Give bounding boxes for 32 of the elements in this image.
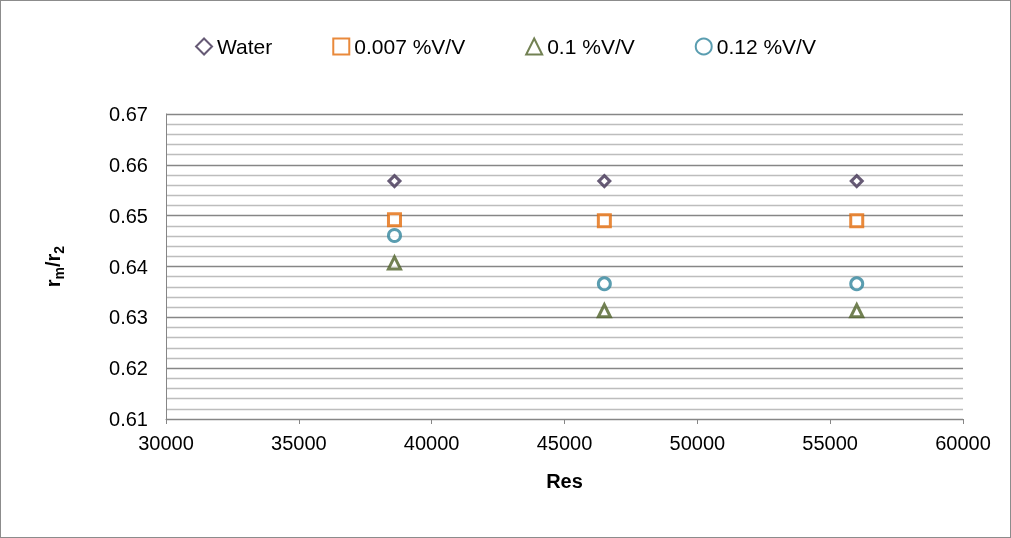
legend-label: Water <box>217 35 273 58</box>
point <box>387 174 402 189</box>
legend-label: 0.007 %V/V <box>354 35 466 58</box>
point <box>849 213 865 229</box>
point <box>386 255 402 271</box>
x-tick-label: 35000 <box>271 432 327 454</box>
y-tick-label: 0.67 <box>109 103 148 125</box>
y-tick-label: 0.66 <box>109 153 148 176</box>
x-tick-label: 50000 <box>669 432 726 454</box>
legend-label: 0.12 %V/V <box>716 35 816 58</box>
x-tick-label: 45000 <box>536 432 593 454</box>
point <box>849 303 865 319</box>
y-axis-title: rm/r2 <box>42 245 67 288</box>
point <box>597 174 612 189</box>
y-tick-label: 0.62 <box>109 357 148 380</box>
point <box>849 174 864 189</box>
y-tick-label: 0.64 <box>109 255 148 278</box>
point <box>596 213 612 229</box>
y-tick-label: 0.63 <box>109 306 148 329</box>
y-tick-label: 0.61 <box>109 408 148 430</box>
point <box>386 227 402 243</box>
x-tick-label: 55000 <box>802 432 858 454</box>
y-tick-label: 0.65 <box>109 204 148 227</box>
x-tick-label: 60000 <box>935 432 991 454</box>
point <box>849 276 865 292</box>
x-tick-label: 40000 <box>403 432 460 454</box>
point <box>596 303 612 319</box>
x-axis-title: Res <box>546 470 583 492</box>
x-tick-label: 30000 <box>138 432 194 454</box>
point <box>596 276 612 292</box>
point <box>386 212 402 228</box>
legend-label: 0.1 %V/V <box>547 35 635 58</box>
